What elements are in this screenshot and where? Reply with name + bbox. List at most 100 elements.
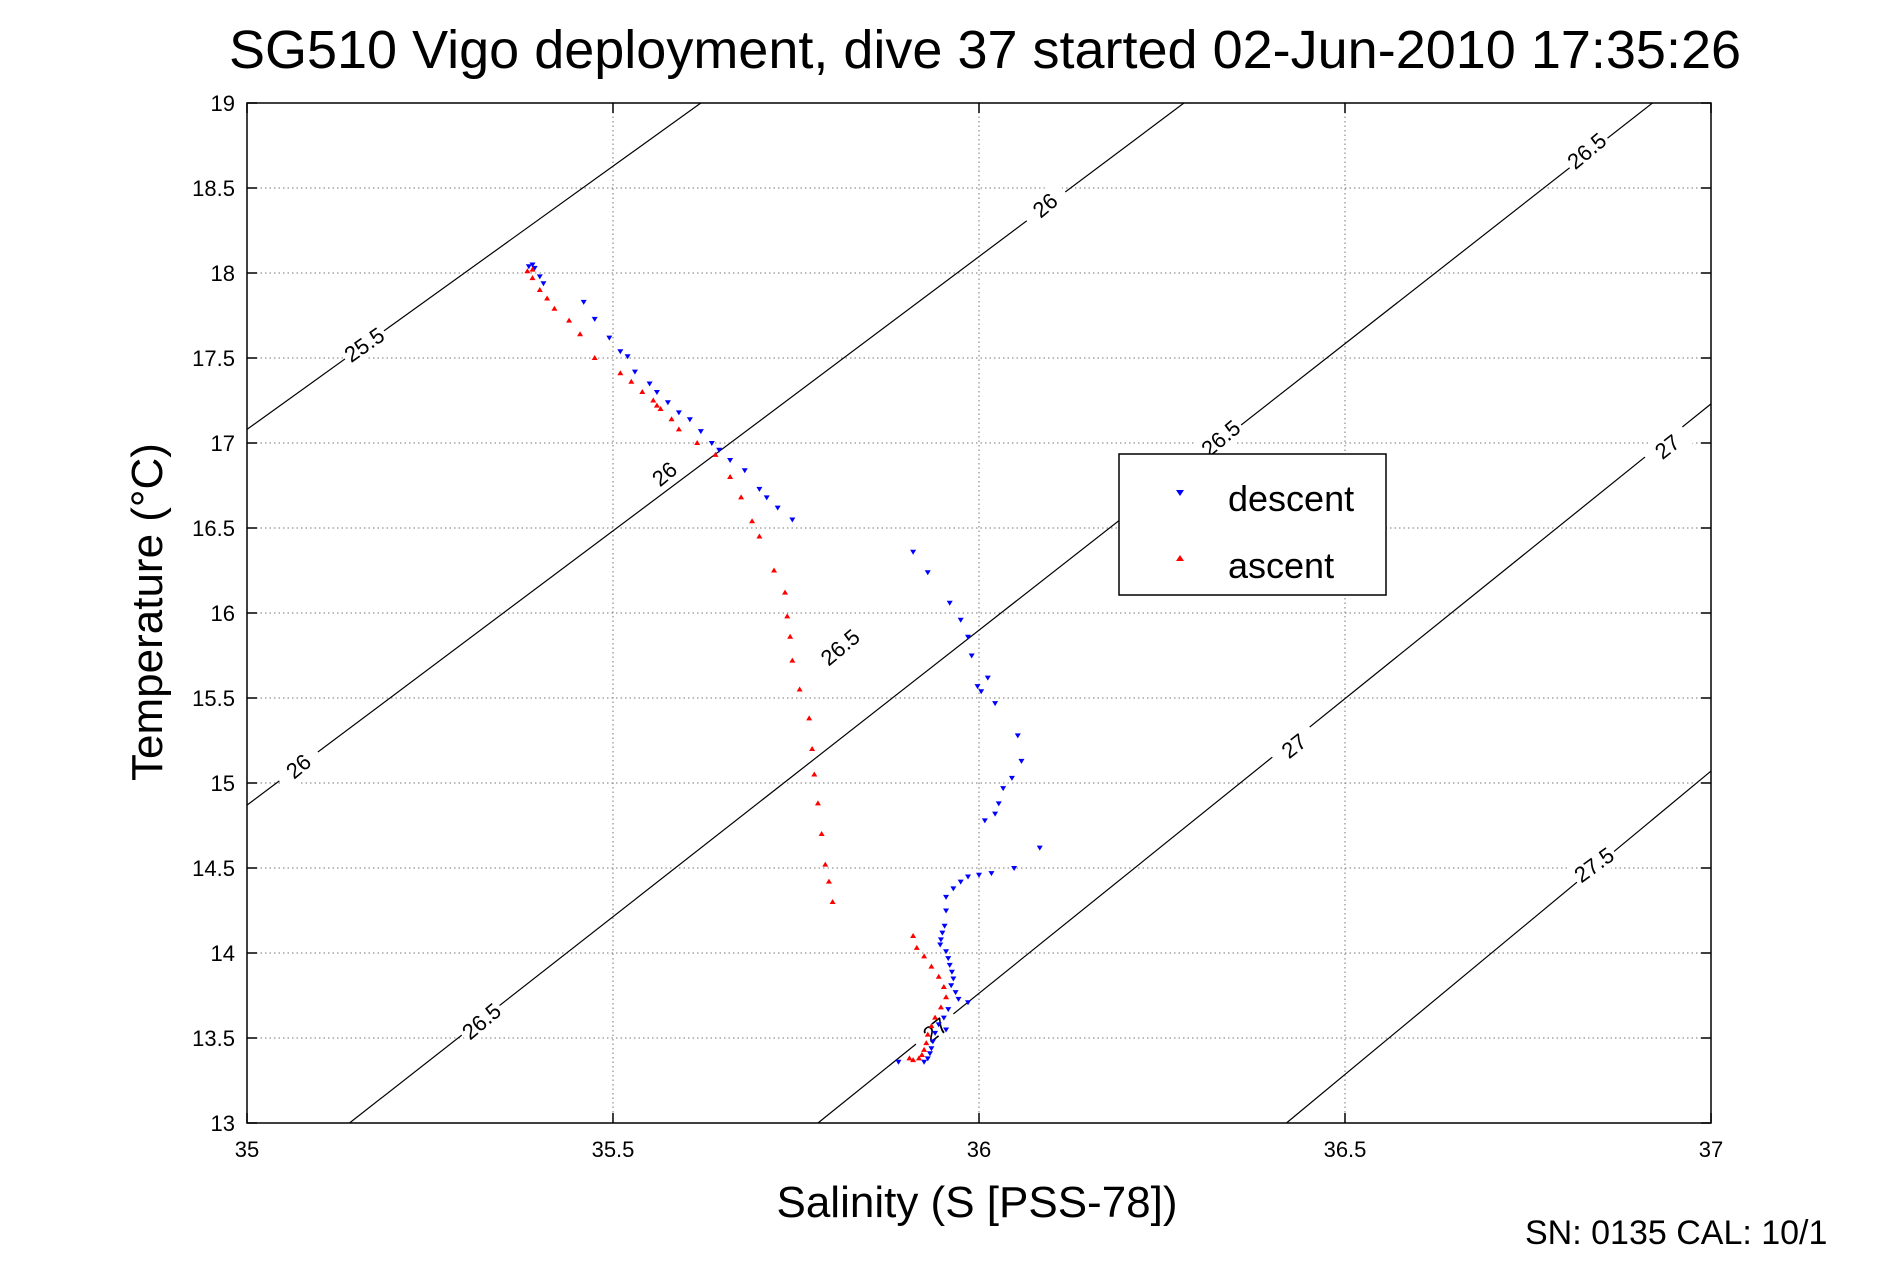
ascent-point xyxy=(811,771,818,777)
descent-point xyxy=(664,400,671,406)
descent-point xyxy=(540,281,547,287)
contour-line-25-5 xyxy=(246,102,702,430)
ascent-point xyxy=(566,317,573,323)
y-axis-label: Temperature (°C) xyxy=(123,443,172,781)
x-tick-label: 36 xyxy=(967,1137,991,1162)
ascent-point xyxy=(913,944,920,950)
ascent-point xyxy=(796,686,803,692)
legend-box xyxy=(1118,453,1387,596)
descent-point xyxy=(950,976,957,982)
descent-point xyxy=(974,684,981,690)
contour-label-bg xyxy=(1640,421,1694,472)
ascent-point xyxy=(749,518,756,524)
descent-point xyxy=(580,299,587,305)
descent-point xyxy=(955,996,962,1002)
ascent-point xyxy=(928,963,935,969)
descent-point xyxy=(895,1059,902,1065)
y-tick-label: 17 xyxy=(211,431,235,456)
descent-point xyxy=(978,689,985,695)
descent-point xyxy=(945,1007,952,1013)
descent-point xyxy=(948,983,955,989)
descent-point xyxy=(981,818,988,824)
descent-point xyxy=(529,262,536,268)
axis-ticks: 35 35.5 36 36.5 37 13 13.5 14 14.5 15 15.5 16 16.5 17… xyxy=(192,91,1723,1162)
descent-point xyxy=(727,458,734,463)
descent-point xyxy=(653,390,660,395)
ascent-point xyxy=(818,831,825,836)
y-tick-label: 14 xyxy=(211,941,235,966)
descent-point xyxy=(984,675,991,681)
descent-point xyxy=(1000,786,1007,792)
descent-point xyxy=(924,1056,931,1062)
descent-point xyxy=(1011,866,1018,871)
descent-point xyxy=(763,495,770,501)
y-tick-label: 17.5 xyxy=(192,346,235,371)
ascent-point xyxy=(921,1046,928,1052)
descent-point xyxy=(988,871,995,877)
descent-point xyxy=(952,990,959,996)
descent-point xyxy=(675,410,682,416)
x-tick-label: 35.5 xyxy=(592,1137,635,1162)
legend-marker-ascent xyxy=(1176,555,1184,561)
y-tick-label: 13 xyxy=(211,1111,235,1136)
y-tick-label: 18.5 xyxy=(192,176,235,201)
ascent-point xyxy=(935,973,942,979)
ascent-point xyxy=(524,268,531,274)
descent-point xyxy=(624,354,631,360)
descent-point xyxy=(525,264,532,270)
legend: descent ascent xyxy=(1118,453,1387,596)
descent-point xyxy=(716,447,723,453)
legend-label-ascent: ascent xyxy=(1228,545,1334,586)
y-tick-label: 19 xyxy=(211,91,235,116)
y-tick-label: 14.5 xyxy=(192,856,235,881)
descent-point xyxy=(965,634,972,640)
contour-label-bg xyxy=(1018,179,1072,231)
descent-point xyxy=(948,969,955,975)
contour-line-27-5 xyxy=(1286,770,1712,1124)
ascent-point xyxy=(787,633,794,639)
ascent-point xyxy=(738,494,745,500)
legend-label-descent: descent xyxy=(1228,478,1354,519)
descent-point xyxy=(941,923,948,929)
ascent-point xyxy=(822,861,829,867)
descent-point xyxy=(965,1000,972,1006)
ascent-point xyxy=(551,305,558,311)
ascent-point xyxy=(784,613,791,619)
descent-point xyxy=(756,486,763,492)
descent-point xyxy=(943,908,950,914)
ascent-point xyxy=(940,984,947,989)
y-tick-label: 15 xyxy=(211,771,235,796)
ascent-point xyxy=(529,266,536,272)
ascent-point xyxy=(932,1014,939,1020)
descent-point xyxy=(950,886,957,892)
ascent-point xyxy=(727,474,734,479)
ascent-point xyxy=(628,378,635,384)
ascent-point xyxy=(910,933,917,938)
x-axis-label: Salinity (S [PSS-78]) xyxy=(776,1178,1177,1227)
descent-point xyxy=(591,316,598,322)
ascent-point xyxy=(943,994,950,1000)
descent-point xyxy=(1014,733,1021,739)
descent-point xyxy=(531,265,538,271)
descent-point xyxy=(697,429,704,435)
ascent-point xyxy=(668,416,675,422)
descent-point xyxy=(968,653,975,659)
ascent-point xyxy=(906,1055,913,1061)
descent-point xyxy=(937,937,944,943)
ascent-point xyxy=(937,1004,944,1010)
descent-point xyxy=(910,549,917,555)
ascent-point xyxy=(910,1057,917,1063)
ascent-point xyxy=(675,426,682,432)
descent-point xyxy=(992,701,999,707)
descent-point xyxy=(686,417,693,423)
contour-label-bg xyxy=(337,319,392,369)
descent-point xyxy=(741,468,748,474)
ascent-point xyxy=(809,746,816,751)
descent-point xyxy=(1018,758,1025,764)
ascent-point xyxy=(829,899,836,904)
ascent-point xyxy=(915,1055,922,1061)
contour-label-bg xyxy=(637,448,691,499)
contour-label-bg xyxy=(1266,720,1321,771)
